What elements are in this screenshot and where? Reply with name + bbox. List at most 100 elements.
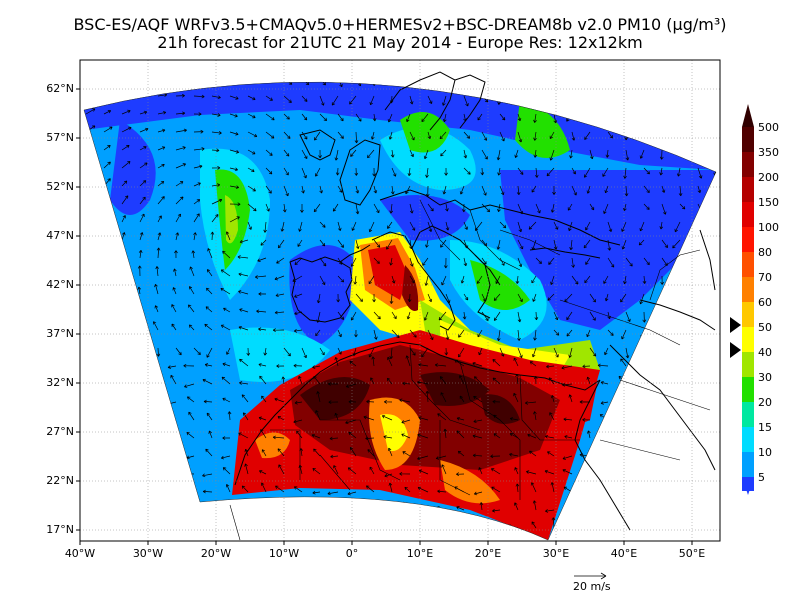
wind-arrow: [206, 412, 213, 421]
wind-arrow: [391, 329, 400, 339]
wind-arrow: [337, 329, 342, 338]
wind-arrow: [535, 203, 541, 214]
wind-arrow: [589, 347, 597, 357]
wind-arrow: [571, 257, 575, 268]
wind-arrow: [175, 128, 187, 133]
wind-arrow: [334, 356, 339, 367]
colorbar-segment: [742, 277, 754, 302]
lat-label-27n: 27°N: [46, 425, 74, 438]
wind-arrow: [103, 161, 111, 169]
wind-arrow: [259, 470, 267, 475]
wind-arrow: [478, 347, 483, 356]
wind-arrow: [583, 239, 591, 249]
wind-arrow: [191, 250, 196, 259]
wind-arrow: [281, 376, 286, 385]
wind-arrow: [247, 203, 257, 212]
wind-arrow: [643, 167, 650, 175]
wind-arrow: [550, 395, 555, 403]
wind-arrow: [276, 257, 285, 264]
wind-arrow: [293, 329, 303, 333]
wind-arrow: [589, 203, 595, 211]
lon-label-0: 0°: [345, 547, 359, 560]
wind-arrow: [365, 485, 375, 493]
wind-arrow: [437, 489, 447, 494]
wind-arrow: [386, 239, 393, 250]
wind-arrow: [265, 131, 275, 139]
wind-arrow: [368, 275, 375, 285]
wind-arrow: [391, 167, 397, 177]
wind-arrow: [355, 185, 360, 194]
wind-arrow: [229, 95, 239, 100]
wind-arrow: [697, 185, 702, 194]
wind-arrow: [337, 257, 343, 265]
wind-arrow: [139, 232, 144, 241]
wind-arrow: [296, 430, 303, 439]
wind-arrow: [513, 357, 519, 367]
wind-arrow: [263, 347, 268, 356]
wind-arrow: [625, 149, 630, 161]
wind-arrow: [458, 347, 465, 358]
wind-arrow: [399, 398, 411, 403]
wind-arrow: [517, 203, 524, 215]
wind-arrow: [443, 257, 448, 269]
wind-arrow: [600, 380, 609, 385]
wind-arrow: [350, 311, 357, 321]
wind-arrow: [373, 311, 381, 320]
wind-arrow: [402, 381, 411, 386]
wind-arrow: [409, 203, 414, 214]
wind-arrow: [549, 412, 555, 421]
wind-arrow: [473, 376, 483, 385]
wind-arrow: [463, 149, 468, 159]
wind-arrow: [247, 95, 256, 101]
wind-arrow: [211, 214, 219, 223]
wind-arrow: [349, 360, 357, 367]
wind-arrow: [350, 257, 357, 267]
colorbar-segment: [742, 402, 754, 427]
wind-arrow: [175, 146, 186, 151]
wind-arrow: [353, 275, 358, 285]
wind-arrow: [260, 482, 267, 493]
wind-arrow: [472, 434, 483, 439]
wind-arrow: [481, 257, 487, 265]
wind-arrow: [229, 167, 238, 172]
wind-arrow: [461, 203, 466, 213]
wind-arrow: [459, 375, 465, 385]
wind-arrow: [463, 239, 469, 249]
wind-arrow: [202, 473, 213, 478]
wind-arrow: [349, 95, 357, 105]
wind-arrow: [139, 110, 148, 115]
wind-arrow: [562, 469, 573, 475]
wind-arrow: [584, 275, 591, 284]
wind-arrow: [211, 95, 221, 100]
wind-arrow: [551, 517, 556, 529]
wind-arrow: [220, 455, 231, 460]
wind-arrow: [406, 311, 411, 320]
wind-arrow: [220, 287, 231, 295]
wind-arrow: [333, 465, 339, 475]
wind-arrow: [422, 257, 429, 266]
wind-arrow: [621, 239, 627, 250]
wind-arrow: [314, 131, 321, 141]
wind-arrow: [491, 486, 501, 493]
wind-arrow: [337, 311, 345, 320]
wind-arrow: [139, 146, 147, 151]
wind-arrow: [442, 95, 447, 106]
wind-arrow: [620, 358, 627, 367]
wind-arrow: [330, 454, 339, 459]
wind-arrow: [417, 486, 429, 493]
wind-arrow: [515, 483, 520, 493]
wind-arrow: [301, 167, 307, 179]
wind-arrow: [175, 232, 180, 241]
wind-arrow: [478, 467, 483, 475]
wind-arrow: [156, 347, 161, 357]
wind-arrow: [193, 94, 205, 99]
wind-arrow: [327, 491, 339, 496]
wind-arrow: [472, 361, 483, 367]
wind-arrow: [568, 347, 573, 358]
wind-arrow: [516, 185, 521, 196]
wind-arrow: [625, 347, 630, 359]
lon-label-30w: 30°W: [132, 547, 164, 560]
wind-arrow: [348, 399, 357, 404]
wind-arrow: [535, 257, 542, 264]
wind-arrow: [443, 428, 448, 439]
